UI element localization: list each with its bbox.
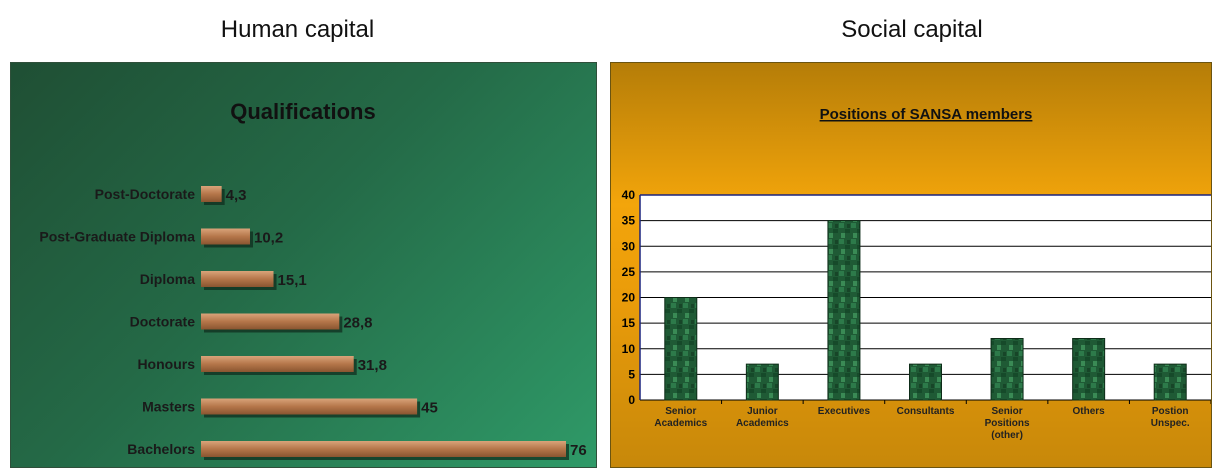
value-label: 10,2	[254, 230, 283, 247]
y-tick-label: 10	[622, 342, 636, 356]
category-label: Diploma	[140, 271, 195, 287]
bar	[201, 441, 566, 457]
value-label: 28,8	[343, 315, 372, 332]
bar	[1153, 363, 1187, 401]
positions-chart: Positions of SANSA members 0 5 10 15 20 25 30 3…	[622, 106, 1211, 441]
category-label: Masters	[142, 399, 195, 415]
social-capital-heading: Social capital	[841, 16, 983, 43]
category-label: Consultants	[897, 406, 955, 417]
y-tick-label: 15	[622, 316, 636, 330]
bar	[827, 220, 861, 401]
category-label: Others	[1073, 406, 1106, 417]
value-label: 76	[570, 442, 587, 459]
category-label: Senior Academics	[654, 406, 707, 429]
value-label: 31,8	[358, 357, 387, 374]
category-label: Bachelors	[127, 441, 195, 457]
category-label: Honours	[137, 356, 195, 372]
category-label: Junior Academics	[736, 406, 789, 429]
y-tick-label: 20	[622, 291, 636, 305]
bar	[990, 338, 1024, 401]
value-label: 4,3	[226, 187, 247, 204]
category-label: Doctorate	[130, 314, 196, 330]
bar	[201, 313, 340, 330]
y-tick-label: 35	[622, 214, 636, 228]
y-tick-label: 25	[622, 265, 636, 279]
bar	[201, 398, 418, 415]
bar	[745, 363, 779, 401]
qualifications-title: Qualifications	[230, 99, 375, 124]
category-label: Postion Unspec.	[1151, 406, 1190, 429]
human-capital-heading: Human capital	[220, 16, 375, 43]
bar	[201, 228, 250, 245]
positions-chart-panel: Positions of SANSA members 0 5 10 15 20 25 30 3…	[610, 62, 1212, 468]
category-label: Senior Positions (other)	[985, 406, 1030, 441]
bar	[909, 363, 942, 401]
bar	[201, 356, 354, 372]
positions-title: Positions of SANSA members	[820, 106, 1033, 123]
bar	[664, 297, 698, 401]
y-tick-label: 5	[628, 367, 635, 381]
category-label: Executives	[818, 406, 871, 417]
category-label: Post-Doctorate	[95, 186, 196, 202]
bar	[1072, 338, 1106, 401]
y-tick-label: 40	[622, 188, 636, 202]
y-tick-label: 0	[628, 393, 635, 407]
qualifications-chart: Qualifications Post-Doctorate 4,3 Post-Gra…	[39, 99, 587, 460]
bar	[201, 186, 222, 202]
value-label: 15,1	[278, 272, 307, 289]
bar	[201, 271, 274, 287]
y-tick-label: 30	[622, 239, 636, 253]
category-label: Post-Graduate Diploma	[39, 229, 195, 245]
qualifications-chart-panel: Qualifications Post-Doctorate 4,3 Post-Gra…	[10, 62, 597, 468]
value-label: 45	[421, 400, 438, 417]
